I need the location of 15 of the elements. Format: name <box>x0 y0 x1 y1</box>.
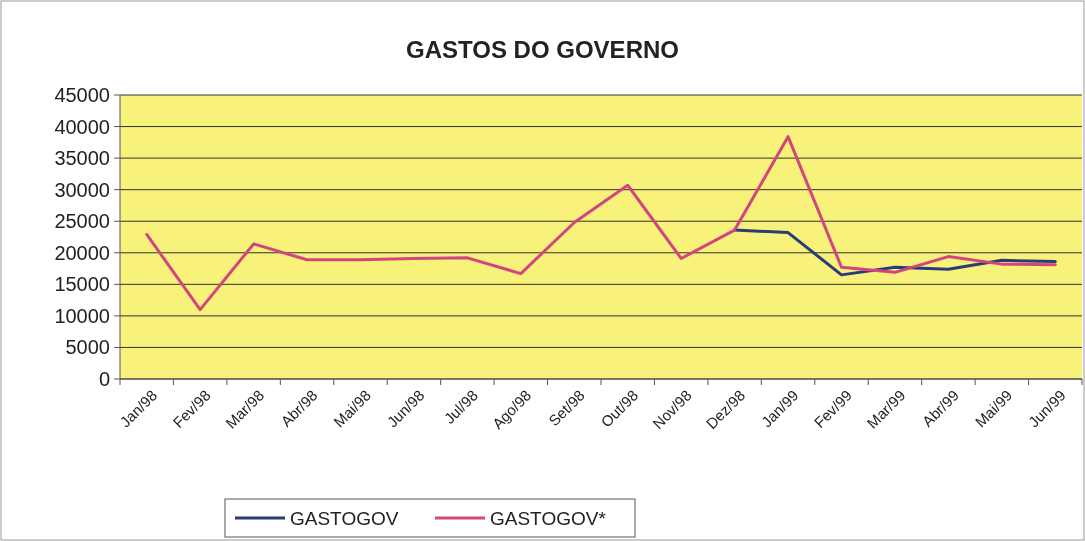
y-tick-label: 40000 <box>54 115 110 138</box>
y-tick-label: 25000 <box>54 210 110 233</box>
y-tick-label: 30000 <box>54 178 110 201</box>
y-tick-label: 10000 <box>54 304 110 327</box>
y-tick-label: 5000 <box>65 336 110 359</box>
y-tick-label: 20000 <box>54 241 110 264</box>
line-series <box>733 228 1057 277</box>
chart-title: GASTOS DO GOVERNO <box>406 36 679 63</box>
y-tick-label: 0 <box>98 368 110 390</box>
line-series <box>145 135 1057 312</box>
legend-label: GASTOGOV <box>290 507 399 529</box>
legend-label: GASTOGOV* <box>490 507 607 529</box>
y-tick-label: 35000 <box>54 147 110 170</box>
y-tick-label: 15000 <box>54 273 110 296</box>
y-tick-label: 45000 <box>54 84 110 106</box>
